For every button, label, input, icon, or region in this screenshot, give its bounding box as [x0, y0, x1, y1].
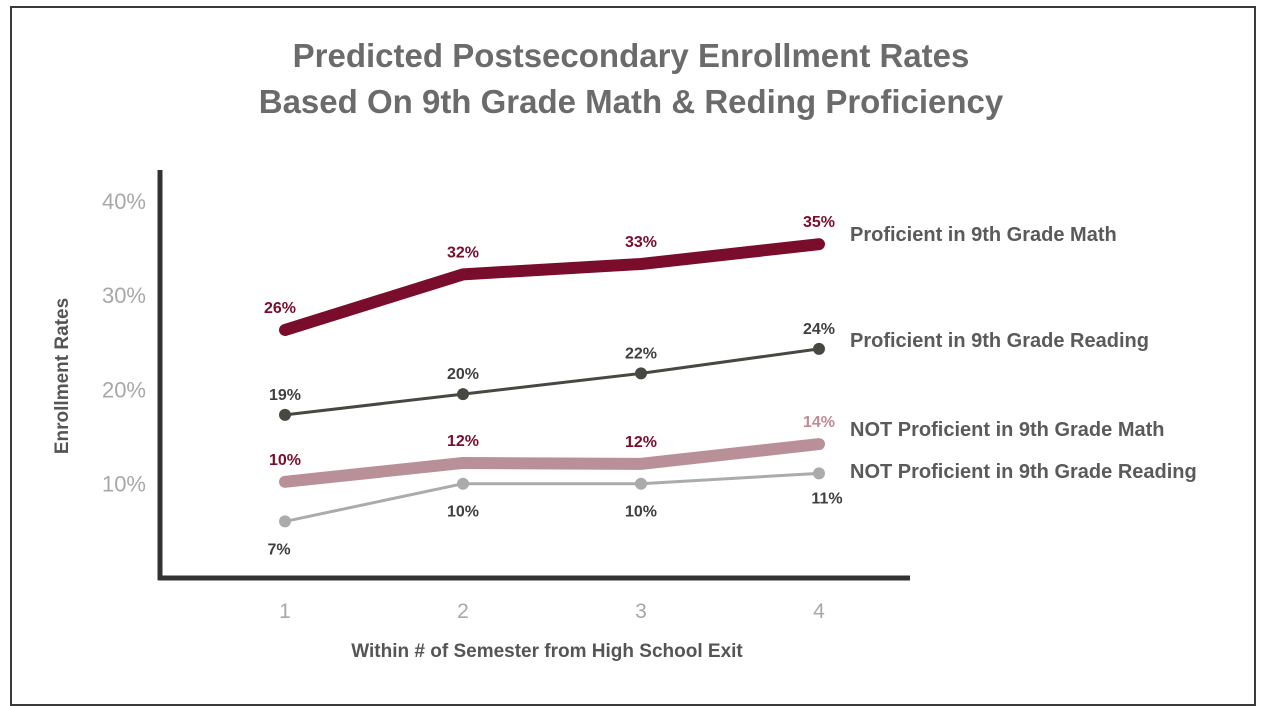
series-line [283, 347, 821, 417]
series-point [457, 477, 469, 490]
data-label: 26% [264, 300, 296, 317]
data-label: 35% [803, 214, 835, 231]
data-label: 33% [625, 234, 657, 251]
x-axis-label: Within # of Semester from High School Ex… [351, 641, 743, 662]
series-line [279, 438, 825, 488]
series-point [279, 408, 291, 421]
y-tick-label: 10% [102, 472, 146, 497]
data-label: 24% [803, 321, 835, 338]
x-tick-label: 4 [813, 600, 825, 623]
series-point [635, 477, 647, 490]
data-label: 7% [267, 541, 290, 558]
x-tick-label: 3 [635, 600, 647, 623]
data-label: 10% [269, 452, 301, 469]
data-label: 10% [447, 504, 479, 521]
chart-data-labels: 26% 32% 33% 35% 19% 20% 22% 24% 10% 12% 12% 14% 7% 10… [264, 214, 843, 558]
chart-legend: Proficient in 9th Grade Math Proficient i… [850, 224, 1197, 483]
legend-label: Proficient in 9th Grade Reading [850, 330, 1149, 352]
y-axis-label: Enrollment Rates [52, 298, 73, 454]
chart-title-line2: Based On 9th Grade Math & Reding Profici… [258, 83, 1004, 120]
series-point [813, 467, 825, 480]
x-tick-label: 1 [279, 600, 291, 623]
data-label: 32% [447, 244, 479, 261]
legend-label: NOT Proficient in 9th Grade Math [850, 419, 1164, 441]
series-point [279, 515, 291, 528]
series-line [283, 471, 821, 523]
y-tick-label: 30% [102, 283, 146, 308]
data-label: 12% [625, 434, 657, 451]
legend-label: Proficient in 9th Grade Math [850, 224, 1117, 246]
chart-frame [10, 6, 1256, 706]
x-tick-label: 2 [457, 600, 469, 623]
data-label: 12% [447, 433, 479, 450]
y-tick-label: 40% [102, 189, 146, 214]
y-tick-label: 20% [102, 377, 146, 402]
data-label: 20% [447, 366, 479, 383]
series-line [279, 238, 825, 336]
line-chart: 10% 20% 30% 40% 1 2 3 4 26% 32% 33% 35% 19% 20% 22% 24… [52, 170, 1197, 662]
data-label: 11% [811, 490, 842, 507]
chart-title-line1: Predicted Postsecondary Enrollment Rates [292, 37, 970, 74]
data-label: 22% [625, 345, 657, 362]
chart-series-lines [279, 238, 825, 528]
data-label: 14% [803, 414, 835, 431]
chart-axes: 10% 20% 30% 40% 1 2 3 4 [102, 170, 910, 623]
legend-label: NOT Proficient in 9th Grade Reading [850, 461, 1197, 483]
data-label: 19% [269, 387, 301, 404]
data-label: 10% [625, 504, 657, 521]
series-point [813, 342, 825, 355]
series-point [635, 367, 647, 380]
series-point [457, 388, 469, 401]
